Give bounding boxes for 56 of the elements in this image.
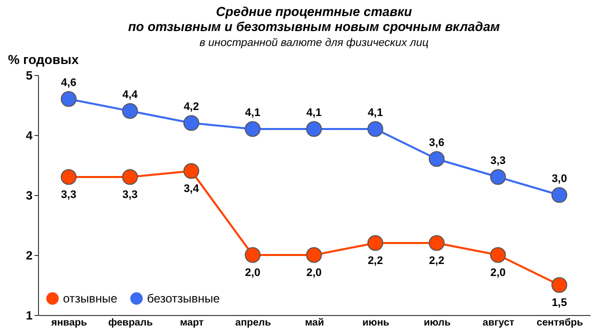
point xyxy=(122,169,138,185)
point xyxy=(551,277,568,293)
x-tick-label: июль xyxy=(424,318,451,328)
data-label: 3,6 xyxy=(429,137,444,149)
legend-label: отзывные xyxy=(63,292,118,306)
y-axis-title: % годовых xyxy=(8,52,80,67)
data-label: 4,4 xyxy=(122,89,139,101)
x-tick-label: сентябрь xyxy=(536,318,583,328)
data-label: 1,5 xyxy=(552,297,567,309)
point xyxy=(306,247,322,263)
y-tick-label: 1 xyxy=(26,308,33,322)
point xyxy=(60,169,77,185)
text: Средние процентные ставки xyxy=(216,4,412,19)
point xyxy=(60,91,77,107)
legend-label: безотзывные xyxy=(147,292,220,306)
data-label: 4,1 xyxy=(245,107,260,119)
y-tick-label: 4 xyxy=(26,128,33,142)
text: по отзывным и безотзывным новым срочным вкладам xyxy=(128,19,500,34)
data-label: 3,3 xyxy=(122,189,138,201)
data-label: 2,2 xyxy=(368,255,383,267)
data-label: 2,0 xyxy=(490,267,506,279)
x-tick-label: февраль xyxy=(108,318,153,328)
y-tick-label: 2 xyxy=(26,248,33,262)
point xyxy=(490,169,506,185)
point xyxy=(367,235,384,251)
x-tick-label: август xyxy=(482,318,514,328)
point xyxy=(490,247,506,263)
point xyxy=(306,121,322,137)
point xyxy=(428,151,445,167)
point xyxy=(122,103,138,119)
data-label: 4,6 xyxy=(61,77,76,89)
point xyxy=(428,235,445,251)
point xyxy=(551,187,568,203)
x-tick-label: май xyxy=(305,318,324,328)
chart-subtitle: в иностранной валюте для физических лиц xyxy=(200,37,428,49)
data-label: 4,2 xyxy=(184,101,199,113)
y-tick-label: 5 xyxy=(26,68,33,82)
point xyxy=(183,163,200,179)
x-tick-label: январь xyxy=(51,318,88,328)
data-label: 3,0 xyxy=(552,173,567,185)
data-label: 4,1 xyxy=(368,107,383,119)
point xyxy=(244,247,261,263)
data-label: 2,0 xyxy=(306,267,322,279)
data-label: 3,3 xyxy=(490,155,506,167)
x-tick-label: апрель xyxy=(235,318,272,328)
x-tick-label: март xyxy=(180,318,204,328)
point xyxy=(183,115,200,131)
x-tick-label: июнь xyxy=(362,318,390,328)
data-label: 3,4 xyxy=(184,183,200,195)
data-label: 2,0 xyxy=(245,267,260,279)
data-label: 3,3 xyxy=(61,189,76,201)
data-label: 2,2 xyxy=(429,255,444,267)
point xyxy=(367,121,384,137)
data-label: 4,1 xyxy=(306,107,322,119)
point xyxy=(244,121,261,137)
y-tick-label: 3 xyxy=(26,188,33,202)
